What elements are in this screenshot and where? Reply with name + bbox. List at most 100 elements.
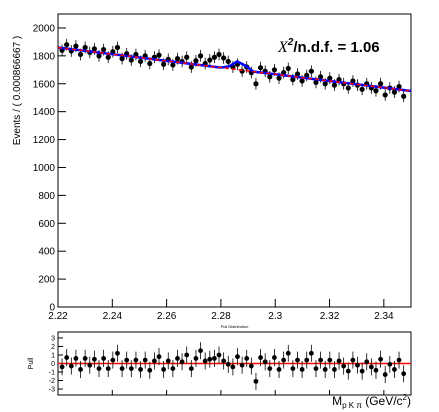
y-tick-label: 1800: [33, 51, 56, 62]
pull-point: [364, 359, 370, 365]
annotation-part: /n.d.f. = 1.06: [293, 39, 379, 56]
pull-point: [105, 366, 111, 372]
pull-point: [313, 366, 319, 372]
data-point: [345, 85, 351, 91]
pull-point: [345, 368, 351, 374]
pull-point: [262, 359, 268, 365]
data-point: [101, 46, 107, 53]
pull-point: [258, 355, 263, 360]
data-point: [382, 92, 388, 98]
y-tick-label: -3: [49, 387, 55, 394]
pull-point: [235, 354, 240, 360]
y-tick-label: -1: [49, 370, 55, 377]
data-point: [91, 46, 97, 52]
pull-point: [128, 366, 134, 372]
data-point: [290, 76, 296, 83]
pull-point: [212, 355, 217, 361]
data-point: [184, 54, 190, 60]
data-point: [313, 79, 319, 85]
pull-point: [78, 367, 83, 372]
data-point: [137, 58, 144, 65]
y-tick-label: 1400: [33, 107, 56, 118]
annotation-part: X: [277, 39, 289, 56]
pull-point: [272, 355, 277, 360]
pull-point: [119, 366, 125, 372]
y-tick-label: 400: [38, 247, 55, 258]
data-point: [161, 61, 167, 67]
data-point: [193, 58, 199, 64]
pull-point: [253, 378, 259, 384]
pull-point: [82, 355, 88, 361]
x-tick-label: 2.34: [374, 311, 394, 322]
pull-point: [138, 367, 143, 372]
pull-point: [225, 361, 231, 367]
data-point: [359, 86, 365, 92]
y-tick-label: -2: [49, 378, 55, 385]
pull-point: [401, 371, 407, 377]
pull-point: [147, 367, 153, 373]
pull-point: [244, 355, 250, 361]
pull-point: [142, 357, 148, 363]
pull-point: [115, 350, 120, 356]
y-tick-label: 600: [38, 219, 55, 230]
pull-point: [373, 367, 379, 373]
data-point: [331, 82, 338, 88]
y-axis-label: Events / ( 0.000866667 ): [12, 36, 23, 146]
data-point: [147, 60, 153, 67]
pull-point: [355, 362, 360, 368]
pull-point: [87, 362, 93, 368]
data-point: [114, 44, 121, 51]
pull-point: [267, 366, 273, 372]
data-point: [170, 62, 176, 68]
pull-point: [378, 356, 383, 362]
x-tick-label: 2.3: [268, 311, 282, 322]
pull-point: [202, 358, 208, 364]
y-tick-label: 800: [38, 191, 55, 202]
pull-point: [96, 366, 102, 372]
pull-point: [207, 356, 213, 362]
pull-point: [299, 367, 305, 372]
y-axis-label: Pull: [28, 357, 35, 369]
x-tick-label: 2.24: [103, 311, 123, 322]
pull-point: [318, 357, 323, 363]
annotation-part: p K π: [342, 401, 362, 410]
y-tick-label: 1600: [33, 79, 56, 90]
pull-point: [359, 368, 365, 374]
annotation-part: ): [407, 394, 411, 408]
pull-point: [230, 364, 236, 370]
annotation-part: 2: [403, 393, 408, 402]
pull-point: [73, 355, 79, 361]
y-tick-label: 2: [51, 344, 55, 351]
pull-point: [133, 357, 139, 363]
data-point: [322, 81, 328, 87]
pull-point: [387, 361, 393, 367]
pull-point: [239, 362, 245, 368]
pull-point: [382, 372, 388, 377]
x-tick-label: 2.26: [157, 311, 177, 322]
y-tick-label: 1000: [33, 163, 56, 174]
data-point: [82, 44, 88, 51]
data-point: [267, 74, 273, 80]
data-point: [225, 58, 231, 65]
background-curve: [57, 46, 412, 92]
data-point: [128, 57, 134, 63]
pull-point: [151, 358, 157, 364]
data-point: [207, 57, 213, 63]
pull-point: [175, 355, 180, 361]
data-point: [294, 71, 301, 77]
pull-point: [156, 354, 162, 360]
pull-title: Pull Distribution: [221, 324, 249, 329]
y-tick-label: 1: [51, 352, 55, 359]
annotation-part: (GeV/c: [362, 394, 403, 408]
x-tick-label: 2.22: [48, 311, 68, 322]
y-tick-label: 0: [51, 361, 55, 368]
data-point: [327, 75, 333, 81]
data-point: [156, 52, 162, 58]
pull-point: [198, 348, 203, 354]
y-tick-label: 3: [51, 335, 55, 342]
pull-point: [285, 350, 291, 356]
data-point: [396, 83, 402, 90]
pull-point: [304, 357, 310, 363]
y-tick-label: 1200: [33, 135, 56, 146]
